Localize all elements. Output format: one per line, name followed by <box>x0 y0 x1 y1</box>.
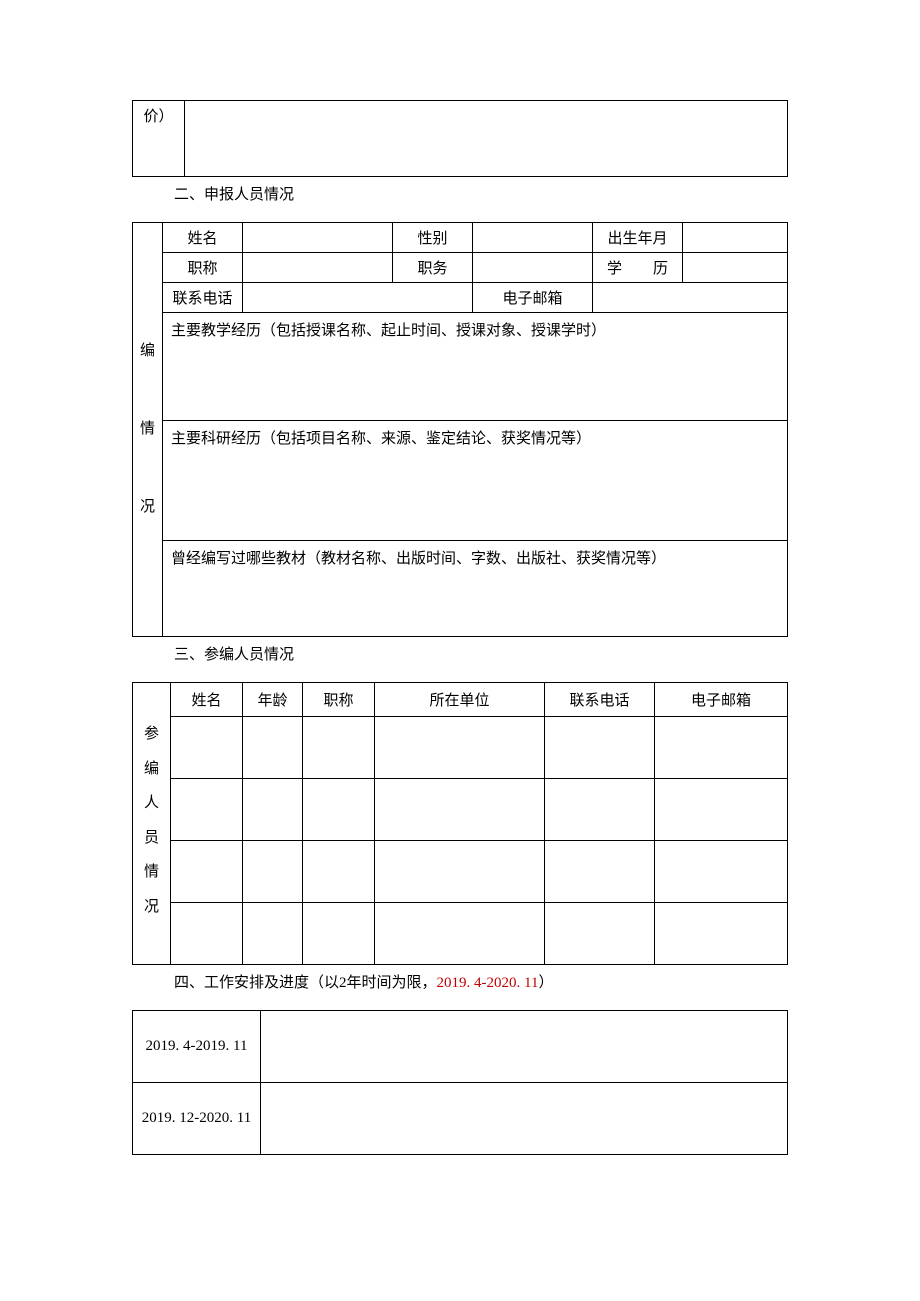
schedule-row-2: 2019. 12-2020. 11 <box>133 1083 788 1155</box>
name-value <box>243 223 393 253</box>
research-experience-label: 主要科研经历（包括项目名称、来源、鉴定结论、获奖情况等） <box>171 431 591 447</box>
vertical-label-editor: 编 情 况 <box>133 223 163 637</box>
vlabel-char-2: 情 <box>140 421 155 437</box>
col-email: 电子邮箱 <box>655 683 788 717</box>
cell-title <box>303 779 375 841</box>
section-4-heading: 四、工作安排及进度（以2年时间为限，2019. 4-2020. 11） <box>132 965 788 998</box>
position-value <box>473 253 593 283</box>
teaching-experience-cell: 主要教学经历（包括授课名称、起止时间、授课对象、授课学时） <box>163 313 788 421</box>
textbook-history-cell: 曾经编写过哪些教材（教材名称、出版时间、字数、出版社、获奖情况等） <box>163 541 788 637</box>
row-content-cell <box>185 101 788 177</box>
section-2-heading: 二、申报人员情况 <box>132 177 788 210</box>
section-4-text-1: 四、工作安排及进度（以2年时间为限， <box>174 975 437 991</box>
cell-name <box>171 903 243 965</box>
table-row <box>133 841 788 903</box>
col-title: 职称 <box>303 683 375 717</box>
schedule-content-2 <box>261 1083 788 1155</box>
applicant-research-block: 主要科研经历（包括项目名称、来源、鉴定结论、获奖情况等） <box>133 421 788 541</box>
cell-email <box>655 841 788 903</box>
cell-age <box>243 841 303 903</box>
vlabel-char-3: 况 <box>140 499 155 515</box>
schedule-date-1: 2019. 4-2019. 11 <box>133 1011 261 1083</box>
cell-name <box>171 779 243 841</box>
vlabel-char-1: 编 <box>140 343 155 359</box>
textbook-history-label: 曾经编写过哪些教材（教材名称、出版时间、字数、出版社、获奖情况等） <box>171 551 666 567</box>
table-row <box>133 717 788 779</box>
section-3-heading: 三、参编人员情况 <box>132 637 788 670</box>
gender-label: 性别 <box>393 223 473 253</box>
education-label: 学 历 <box>593 253 683 283</box>
applicant-row-name: 编 情 况 姓名 性别 出生年月 <box>133 223 788 253</box>
schedule-row-1: 2019. 4-2019. 11 <box>133 1011 788 1083</box>
cell-email <box>655 717 788 779</box>
vlabel-participants-text: 参 编 人 员 情 况 <box>144 717 159 924</box>
email-value <box>593 283 788 313</box>
applicant-row-title: 职称 职务 学 历 <box>133 253 788 283</box>
name-label: 姓名 <box>163 223 243 253</box>
row-label-text: 价） <box>143 109 173 125</box>
row-label-cell: 价） <box>133 101 185 177</box>
table-row: 价） <box>133 101 788 177</box>
position-label: 职务 <box>393 253 473 283</box>
cell-unit <box>375 903 545 965</box>
cell-name <box>171 717 243 779</box>
vertical-label-participants: 参 编 人 员 情 况 <box>133 683 171 965</box>
education-value <box>683 253 788 283</box>
col-age: 年龄 <box>243 683 303 717</box>
col-phone: 联系电话 <box>545 683 655 717</box>
cell-age <box>243 903 303 965</box>
applicant-teaching-block: 主要教学经历（包括授课名称、起止时间、授课对象、授课学时） <box>133 313 788 421</box>
gender-value <box>473 223 593 253</box>
col-unit: 所在单位 <box>375 683 545 717</box>
title-value <box>243 253 393 283</box>
cell-email <box>655 903 788 965</box>
cell-name <box>171 841 243 903</box>
cell-unit <box>375 779 545 841</box>
cell-age <box>243 717 303 779</box>
col-name: 姓名 <box>171 683 243 717</box>
table-prior-continuation: 价） <box>132 100 788 177</box>
phone-label: 联系电话 <box>163 283 243 313</box>
table-applicant-info: 编 情 况 姓名 性别 出生年月 职称 职务 学 历 联系电话 电子邮箱 <box>132 222 788 637</box>
cell-title <box>303 717 375 779</box>
birth-value <box>683 223 788 253</box>
cell-email <box>655 779 788 841</box>
cell-title <box>303 841 375 903</box>
phone-value <box>243 283 473 313</box>
cell-phone <box>545 779 655 841</box>
email-label: 电子邮箱 <box>473 283 593 313</box>
birth-label: 出生年月 <box>593 223 683 253</box>
table-row <box>133 903 788 965</box>
title-label: 职称 <box>163 253 243 283</box>
schedule-content-1 <box>261 1011 788 1083</box>
applicant-textbook-block: 曾经编写过哪些教材（教材名称、出版时间、字数、出版社、获奖情况等） <box>133 541 788 637</box>
table-schedule: 2019. 4-2019. 11 2019. 12-2020. 11 <box>132 1010 788 1155</box>
cell-phone <box>545 841 655 903</box>
schedule-date-2: 2019. 12-2020. 11 <box>133 1083 261 1155</box>
table-row <box>133 779 788 841</box>
document-page: 价） 二、申报人员情况 编 情 况 姓名 性别 出生年月 职称 职务 学 历 <box>0 0 920 1155</box>
cell-phone <box>545 717 655 779</box>
cell-title <box>303 903 375 965</box>
table-participants: 参 编 人 员 情 况 姓名 年龄 职称 所在单位 联系电话 电子邮箱 <box>132 682 788 965</box>
teaching-experience-label: 主要教学经历（包括授课名称、起止时间、授课对象、授课学时） <box>171 323 606 339</box>
cell-age <box>243 779 303 841</box>
research-experience-cell: 主要科研经历（包括项目名称、来源、鉴定结论、获奖情况等） <box>163 421 788 541</box>
section-4-text-3: ） <box>538 975 553 991</box>
cell-phone <box>545 903 655 965</box>
cell-unit <box>375 841 545 903</box>
participants-header-row: 参 编 人 员 情 况 姓名 年龄 职称 所在单位 联系电话 电子邮箱 <box>133 683 788 717</box>
cell-unit <box>375 717 545 779</box>
section-4-date-range: 2019. 4-2020. 11 <box>437 975 539 991</box>
applicant-row-contact: 联系电话 电子邮箱 <box>133 283 788 313</box>
